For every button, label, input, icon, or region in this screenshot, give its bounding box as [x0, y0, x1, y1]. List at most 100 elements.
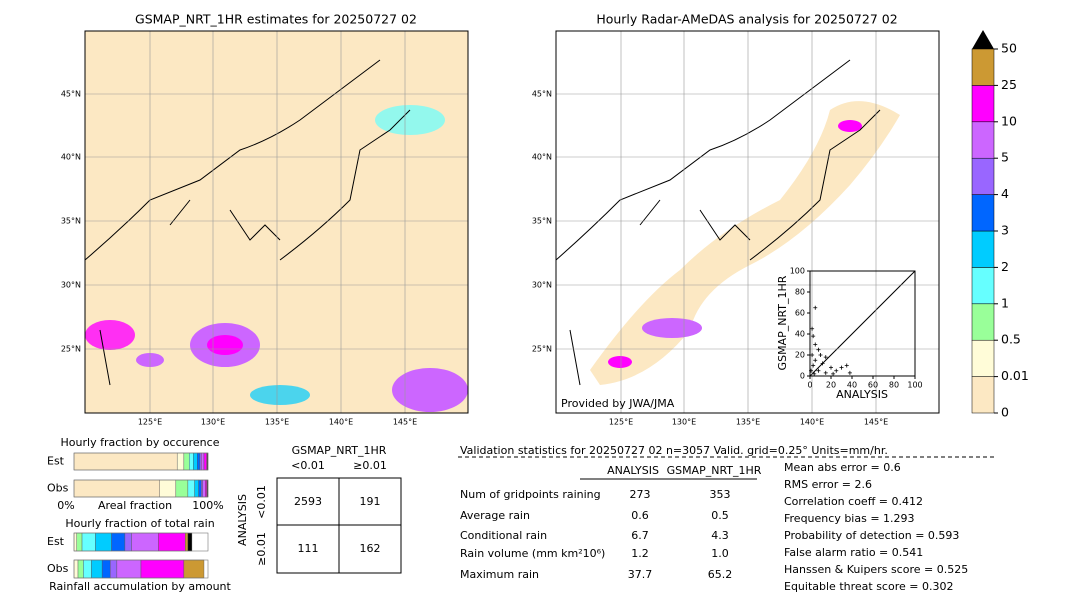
- fraction-segment: [77, 559, 84, 579]
- fraction-segment: [205, 479, 207, 498]
- credit: Provided by JWA/JMA: [561, 397, 675, 410]
- stats-name: Rain volume (mm km²10⁶): [460, 547, 605, 560]
- fraction-segment: [101, 559, 111, 579]
- y-tick-label: 20: [795, 351, 805, 360]
- colorbar-segment: [971, 194, 995, 232]
- fraction-segment: [183, 452, 190, 471]
- score: Hanssen & Kuipers score = 0.525: [784, 563, 968, 576]
- col-label: ≥0.01: [353, 459, 387, 472]
- scatter-point: [847, 370, 852, 375]
- colorbar-label: 2: [1001, 259, 1009, 274]
- bar-frame: [73, 479, 209, 498]
- fraction-segment: [175, 479, 189, 498]
- stats-value: 65.2: [708, 568, 733, 581]
- colorbar-label: 50: [1001, 41, 1017, 56]
- scatter-point: [811, 363, 816, 368]
- fraction-segment: [199, 452, 202, 471]
- scatter-point: [811, 334, 816, 339]
- axis-text: 0%: [57, 499, 74, 512]
- scatter-point: [829, 365, 833, 370]
- colorbar-extend: [972, 30, 994, 49]
- fraction-segment: [131, 532, 159, 552]
- scatter-point: [809, 368, 814, 373]
- x-tick-label: 100: [907, 381, 922, 390]
- fraction-segment: [201, 452, 205, 471]
- stats-value: 6.7: [631, 529, 649, 542]
- score: Correlation coeff = 0.412: [784, 495, 923, 508]
- radar-coverage: [590, 101, 900, 385]
- x-tick-label: 60: [868, 381, 878, 390]
- fraction-segment: [73, 532, 77, 552]
- y-tick-label: 100: [790, 267, 805, 276]
- stats-value: 37.7: [628, 568, 653, 581]
- fraction-segment: [124, 532, 132, 552]
- colorbar-label: 5: [1001, 150, 1009, 165]
- lon-label: 130°E: [201, 418, 225, 427]
- lat-label: 45°N: [61, 90, 81, 99]
- colorbar-segment: [971, 230, 995, 268]
- colorbar-segment: [971, 339, 995, 377]
- scatter-point: [823, 355, 828, 360]
- colorbar-label: 4: [1001, 186, 1009, 201]
- fraction-segment: [76, 532, 83, 552]
- colorbar-label: 1: [1001, 295, 1009, 310]
- score: Mean abs error = 0.6: [784, 461, 901, 474]
- lon-label: 140°E: [329, 418, 353, 427]
- table-title: GSMAP_NRT_1HR: [292, 444, 387, 457]
- fraction-segment: [194, 479, 199, 498]
- fraction-segment: [109, 559, 118, 579]
- scatter-point: [831, 371, 836, 376]
- lat-label: 25°N: [532, 345, 552, 354]
- lon-label: 125°E: [609, 418, 633, 427]
- left-map-area: [85, 31, 468, 413]
- lon-label: 145°E: [393, 418, 417, 427]
- lat-label: 45°N: [532, 90, 552, 99]
- bar-frame: [73, 559, 209, 579]
- colorbar-segment: [971, 157, 995, 195]
- colorbar-label: 10: [1001, 113, 1017, 128]
- lat-label: 30°N: [61, 281, 81, 290]
- rain-blob: [85, 320, 135, 350]
- fraction-segment: [158, 532, 186, 552]
- rain-blob: [838, 120, 862, 132]
- bar-frame: [73, 452, 209, 471]
- fraction-segment: [202, 479, 206, 498]
- scatter-point: [834, 368, 839, 373]
- stats-value: 1.2: [631, 547, 649, 560]
- scatter-point: [844, 363, 849, 368]
- fraction-segment: [159, 479, 177, 498]
- colorbar-segment: [971, 121, 995, 159]
- scatter-point: [816, 347, 821, 352]
- axis-text: 100%: [192, 499, 223, 512]
- row-title: ANALYSIS: [236, 494, 249, 546]
- rain-blob: [207, 335, 243, 355]
- lon-label: 135°E: [736, 418, 760, 427]
- table-cell: 2593: [294, 495, 322, 508]
- y-tick-label: 80: [795, 288, 805, 297]
- lon-label: 130°E: [672, 418, 696, 427]
- bar-label: Est: [47, 535, 65, 548]
- scatter-point: [816, 368, 821, 373]
- score: Probability of detection = 0.593: [784, 529, 959, 542]
- fraction-segment: [187, 532, 193, 552]
- panel-title: Hourly fraction by occurence: [61, 436, 220, 449]
- y-tick-label: 60: [795, 309, 805, 318]
- fraction-segment: [187, 479, 195, 498]
- score: Frequency bias = 1.293: [784, 512, 915, 525]
- bar-label: Est: [47, 455, 65, 468]
- fraction-segment: [91, 559, 103, 579]
- fraction-segment: [116, 559, 142, 579]
- bar-label: Obs: [47, 562, 69, 575]
- colorbar-label: 25: [1001, 77, 1017, 92]
- stats-name: Num of gridpoints raining: [460, 488, 601, 501]
- rain-blob: [608, 356, 632, 368]
- stats-value: 353: [710, 488, 731, 501]
- scatter-frame: [809, 270, 916, 377]
- score: Equitable threat score = 0.302: [784, 580, 953, 593]
- row-label: ≥0.01: [255, 532, 268, 566]
- scatter-point: [810, 353, 815, 357]
- stats-name: Maximum rain: [460, 568, 539, 581]
- stats-column: ANALYSIS: [607, 464, 659, 477]
- scatter-point: [839, 365, 844, 370]
